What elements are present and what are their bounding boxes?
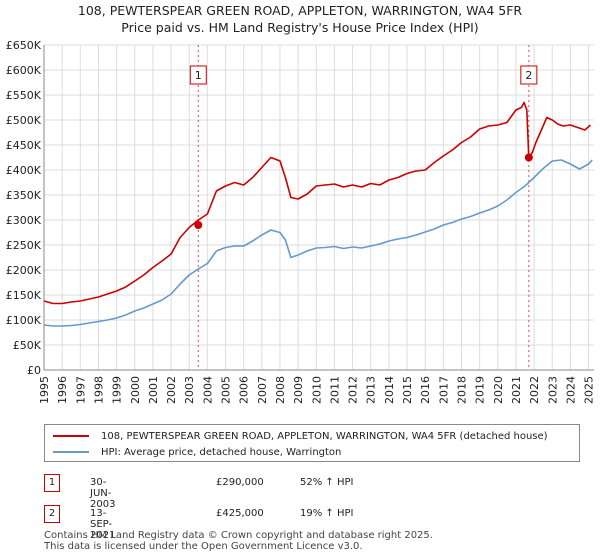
- x-tick-label: 2020: [492, 376, 505, 404]
- footer-licence: This data is licensed under the Open Gov…: [44, 541, 363, 552]
- x-tick-label: 2014: [383, 376, 396, 404]
- x-tick-label: 2022: [528, 376, 541, 404]
- legend-swatch-property: [53, 435, 89, 437]
- transaction-badge: 2: [44, 505, 60, 523]
- marker-badge-label: 2: [525, 69, 532, 82]
- y-tick-label: £550K: [6, 89, 42, 102]
- x-tick-label: 1998: [92, 376, 105, 404]
- title-subtitle: Price paid vs. HM Land Registry's House …: [121, 20, 479, 35]
- y-tick-label: £150K: [6, 289, 42, 302]
- footer-copyright: Contains HM Land Registry data © Crown c…: [44, 530, 433, 541]
- y-tick-label: £100K: [6, 314, 42, 327]
- y-tick-label: £400K: [6, 164, 42, 177]
- x-tick-label: 1999: [111, 376, 124, 404]
- price-chart: £0 £50K £100K £150K £200K £250K £300K £350K £400…: [6, 39, 596, 404]
- x-tick-label: 2017: [437, 376, 450, 404]
- y-tick-label: £250K: [6, 239, 42, 252]
- transaction-date: 13-SEP-2021: [90, 508, 116, 541]
- y-tick-label: £50K: [13, 339, 42, 352]
- x-tick-label: 2007: [256, 376, 269, 404]
- x-tick-label: 2024: [564, 376, 577, 404]
- y-tick-label: £650K: [6, 39, 42, 52]
- y-tick-label: £450K: [6, 139, 42, 152]
- x-tick-label: 2010: [310, 376, 323, 404]
- x-tick-label: 2021: [510, 376, 523, 404]
- x-tick-label: 2000: [129, 376, 142, 404]
- y-tick-label: £500K: [6, 114, 42, 127]
- x-tick-label: 2004: [201, 376, 214, 404]
- x-tick-label: 1995: [38, 376, 51, 404]
- footer-attribution: Contains HM Land Registry data © Crown c…: [44, 530, 433, 552]
- x-tick-label: 2008: [274, 376, 287, 404]
- x-tick-label: 1996: [56, 376, 69, 404]
- series-line-hpi: [43, 159, 593, 327]
- transaction-price: £425,000: [216, 508, 264, 519]
- legend-item-property: 108, PEWTERSPEAR GREEN ROAD, APPLETON, W…: [53, 428, 548, 444]
- title-address: 108, PEWTERSPEAR GREEN ROAD, APPLETON, W…: [77, 3, 523, 18]
- plot-area: [44, 45, 594, 370]
- series-line-property: [43, 101, 591, 305]
- x-tick-label: 2001: [147, 376, 160, 404]
- x-tick-label: 2002: [165, 376, 178, 404]
- x-tick-label: 2006: [238, 376, 251, 404]
- sale-point: [524, 153, 533, 162]
- sale-point: [194, 221, 203, 229]
- x-tick-label: 1997: [74, 376, 87, 404]
- x-tick-label: 2012: [347, 376, 360, 404]
- x-tick-label: 2016: [419, 376, 432, 404]
- chart-legend: 108, PEWTERSPEAR GREEN ROAD, APPLETON, W…: [44, 424, 580, 462]
- y-tick-label: £600K: [6, 64, 42, 77]
- marker-badge-label: 1: [195, 69, 202, 82]
- transaction-date: 30-JUN-2003: [90, 477, 116, 510]
- x-tick-label: 2005: [220, 376, 233, 404]
- transaction-badge: 1: [44, 474, 60, 492]
- x-tick-label: 2025: [583, 376, 596, 404]
- y-tick-label: £0: [27, 364, 41, 377]
- y-tick-label: £300K: [6, 214, 42, 227]
- transaction-hpi-change: 19% ↑ HPI: [300, 508, 354, 519]
- x-tick-label: 2018: [455, 376, 468, 404]
- y-tick-label: £200K: [6, 264, 42, 277]
- legend-swatch-hpi: [53, 451, 89, 453]
- x-tick-label: 2003: [183, 376, 196, 404]
- y-tick-label: £350K: [6, 189, 42, 202]
- transaction-price: £290,000: [216, 477, 264, 488]
- legend-label-hpi: HPI: Average price, detached house, Warr…: [101, 446, 342, 458]
- x-tick-label: 2011: [328, 376, 341, 404]
- legend-label-property: 108, PEWTERSPEAR GREEN ROAD, APPLETON, W…: [101, 430, 548, 442]
- x-tick-label: 2023: [546, 376, 559, 404]
- x-tick-label: 2009: [292, 376, 305, 404]
- x-tick-label: 2013: [365, 376, 378, 404]
- chart-title: 108, PEWTERSPEAR GREEN ROAD, APPLETON, W…: [0, 2, 600, 36]
- x-tick-label: 2019: [474, 376, 487, 404]
- marker-badge: [189, 65, 207, 85]
- marker-badge: [520, 65, 538, 85]
- transaction-hpi-change: 52% ↑ HPI: [300, 477, 354, 488]
- legend-item-hpi: HPI: Average price, detached house, Warr…: [53, 444, 341, 460]
- x-tick-label: 2015: [401, 376, 414, 404]
